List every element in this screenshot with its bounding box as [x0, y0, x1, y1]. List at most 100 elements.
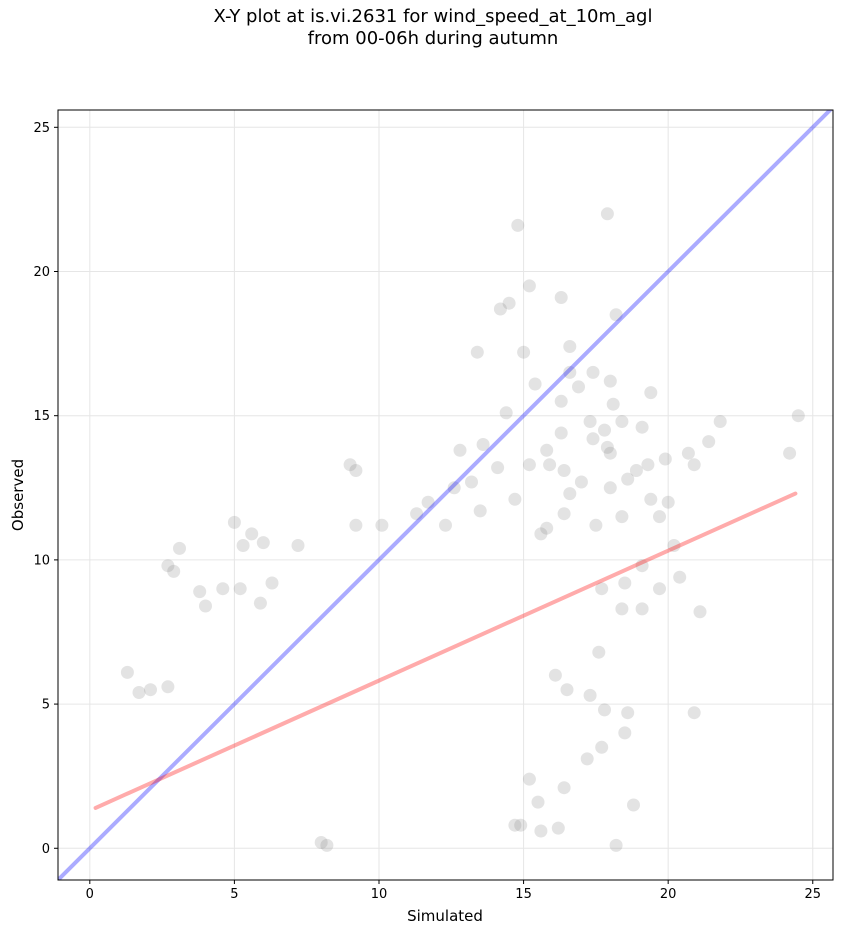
y-tick-label: 25 [33, 121, 50, 136]
data-point [598, 703, 611, 717]
data-point [531, 795, 545, 809]
data-point [554, 291, 568, 304]
data-point [216, 582, 230, 596]
data-point [644, 492, 658, 506]
data-point [580, 752, 594, 766]
data-point [667, 539, 681, 552]
x-tick-label: 15 [515, 887, 532, 902]
data-point [421, 495, 435, 509]
data-point [589, 518, 603, 532]
data-point [499, 406, 513, 420]
data-point [227, 515, 241, 529]
data-point [563, 340, 577, 353]
chart-title-line-2: from 00-06h during autumn [307, 28, 559, 49]
data-point [783, 446, 797, 460]
data-point [586, 432, 600, 446]
data-point [491, 461, 505, 475]
data-point [522, 279, 536, 293]
data-point [629, 464, 643, 477]
data-point [236, 539, 250, 552]
data-point [540, 521, 554, 535]
data-point [641, 458, 655, 472]
x-tick-label: 0 [86, 887, 94, 902]
data-point [256, 536, 270, 550]
y-tick-label: 20 [33, 265, 50, 280]
data-point [349, 464, 363, 477]
data-point [687, 458, 701, 472]
data-point [173, 541, 186, 555]
data-point [713, 415, 727, 428]
data-point [447, 481, 461, 495]
data-point [476, 438, 490, 451]
data-point [543, 458, 557, 472]
data-point [615, 510, 629, 524]
data-point [265, 576, 279, 590]
data-point [615, 415, 629, 428]
data-point [132, 686, 146, 699]
grid-lines [58, 110, 833, 880]
data-point [583, 415, 597, 428]
data-point [343, 458, 357, 472]
data-point [375, 518, 389, 532]
plot-frame [57, 109, 834, 881]
data-point [563, 365, 577, 379]
data-point [609, 308, 623, 322]
data-point [439, 518, 452, 532]
data-point [511, 218, 525, 232]
x-tick-label: 25 [804, 887, 821, 902]
data-point [502, 296, 516, 310]
data-point [557, 507, 571, 521]
chart-title: X-Y plot at is.vi.2631 for wind_speed_at… [0, 6, 843, 50]
y-tick-label: 0 [42, 842, 50, 857]
chart-title-line-1: X-Y plot at is.vi.2631 for wind_speed_at… [213, 6, 653, 27]
data-point [618, 726, 632, 740]
data-point [161, 680, 175, 694]
data-point [693, 605, 707, 619]
data-point [592, 645, 606, 659]
data-point [470, 345, 484, 359]
data-point [410, 507, 424, 521]
data-point [557, 464, 571, 477]
identity-line [58, 110, 833, 880]
data-point [702, 435, 716, 449]
data-point [548, 668, 562, 682]
data-point [349, 518, 363, 532]
data-point [609, 838, 623, 852]
data-point [522, 458, 536, 472]
data-point [314, 836, 328, 849]
data-point [600, 440, 614, 454]
data-point [193, 585, 207, 599]
data-point [658, 452, 672, 466]
data-point [167, 564, 181, 578]
data-point [253, 596, 267, 610]
y-tick-label: 10 [33, 553, 50, 568]
data-point [583, 688, 597, 702]
data-point [517, 345, 531, 359]
y-tick-label: 5 [42, 698, 50, 713]
data-point [598, 423, 611, 437]
data-point [653, 582, 666, 596]
data-point [557, 781, 571, 795]
x-tick-label: 20 [660, 887, 677, 902]
data-point [618, 576, 632, 590]
data-point [635, 559, 649, 573]
x-tick-label: 10 [371, 887, 388, 902]
data-point [320, 838, 334, 852]
y-axis-label: Observed [9, 459, 27, 531]
data-point [687, 706, 701, 720]
data-point [540, 443, 554, 457]
data-point [161, 559, 175, 573]
data-point [673, 570, 687, 584]
data-point [528, 377, 542, 391]
data-point [574, 475, 588, 489]
data-point [453, 443, 467, 457]
y-tick-label: 15 [33, 409, 50, 424]
data-point [551, 821, 565, 835]
data-point [644, 386, 658, 400]
data-point [603, 374, 617, 388]
data-point [560, 683, 574, 697]
data-point [144, 683, 157, 697]
data-point [681, 446, 695, 460]
data-point [514, 818, 528, 832]
